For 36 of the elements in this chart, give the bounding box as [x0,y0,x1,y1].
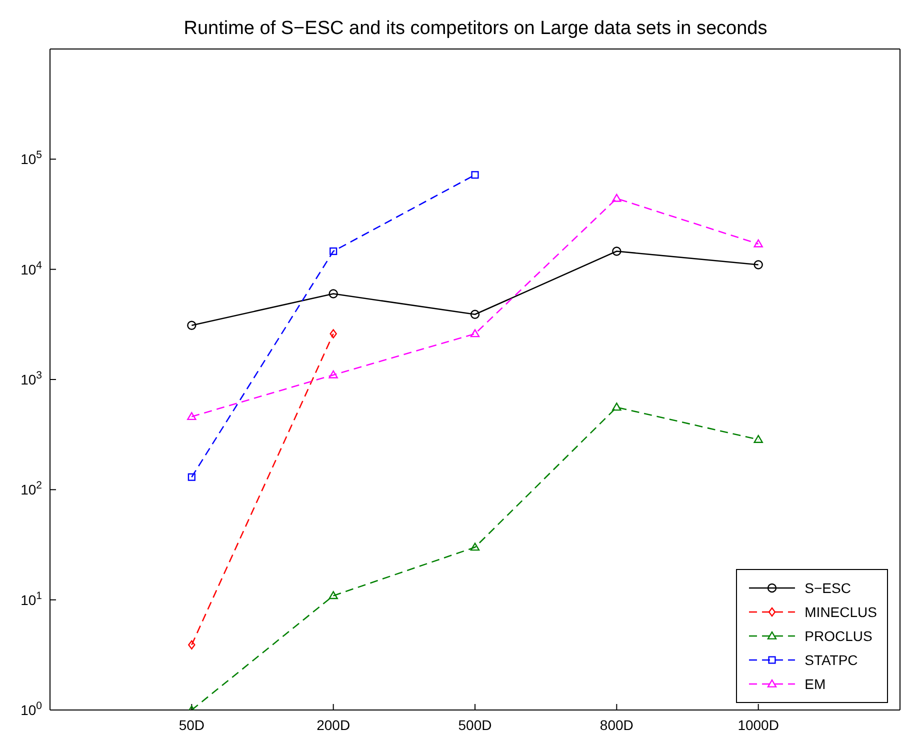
point [754,239,763,248]
x-tick-label: 500D [458,716,492,733]
y-tick-label: 10$^{2}$ [20,480,42,498]
point [470,542,480,551]
point [188,473,196,481]
point [470,310,480,319]
point [470,329,480,338]
x-tick-label: 800D [600,716,634,733]
point [188,640,196,650]
y-tick-label: 10$^{3}$ [20,370,42,388]
legend-label: MINECLUS [804,604,877,620]
point [187,412,196,420]
point [612,194,622,202]
x-tick-label: 1000D [738,716,779,733]
point [328,370,338,378]
legend-label: PROCLUS [804,628,872,644]
y-tick-label: 10$^{1}$ [20,590,42,608]
point [471,171,479,179]
chart-title: Runtime of S−ESC and its competitors on Large data sets in seconds [184,18,768,39]
y-tick-label: 10$^{5}$ [20,149,42,168]
legend-label: STATPC [804,652,858,668]
x-tick-label: 50D [178,716,205,733]
legend-label: EM [804,676,826,692]
point [328,591,338,600]
y-tick-label: 10$^{0}$ [20,700,42,718]
point [328,289,338,298]
point [330,329,337,338]
point [330,247,338,256]
y-tick-label: 10$^{4}$ [20,259,42,278]
legend-label: S−ESC [804,580,851,596]
point [612,402,622,411]
point [612,246,622,256]
point [754,434,763,443]
point [187,320,196,330]
point [754,260,763,270]
x-tick-label: 200D [316,716,350,733]
